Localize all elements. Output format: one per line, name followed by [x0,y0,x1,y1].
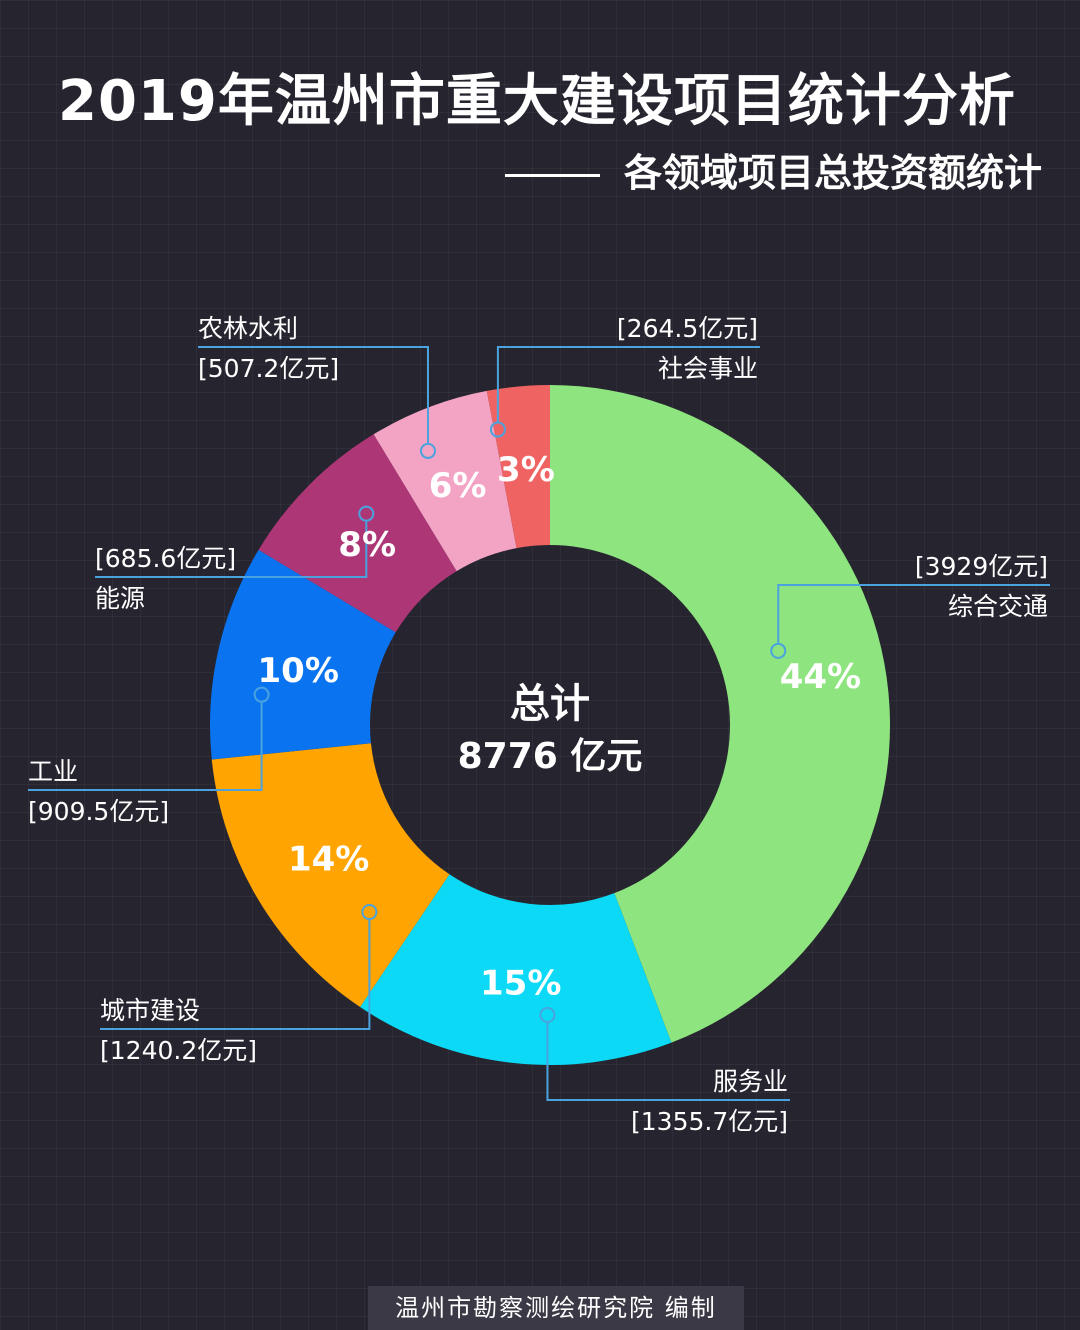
slice-2-arc [360,874,672,1065]
slice-5-value: [685.6亿元] [95,544,236,573]
slice-4-arc [209,549,396,760]
slice-7-percent: 3% [497,450,555,490]
slice-6-leader [198,346,429,443]
slice-3-arc [211,743,450,1007]
slice-4-value: [909.5亿元] [28,797,169,826]
leader-lines [28,346,1050,1101]
slice-5-leader-dot [358,505,375,522]
center-label: 总计 [510,681,590,727]
donut-slices [209,385,890,1065]
slice-5-leader [95,521,368,578]
slice-1-arc [550,385,890,1043]
slice-4-percent: 10% [258,651,339,691]
slice-2-leader-dot [539,1006,556,1023]
slice-7-leader [496,346,760,422]
slice-4-leader [28,702,263,791]
slice-2-percent: 15% [480,963,561,1003]
slice-4-leader-dot [253,686,270,703]
slice-5-name: 能源 [95,584,145,613]
slice-3-percent: 14% [288,840,369,880]
subtitle-text: 各领域项目总投资额统计 [623,151,1042,195]
slice-5-percent: 8% [338,525,396,565]
slice-labels: 44% [3929亿元] 综合交通 15% 服务业 [1355.7亿元] 14% 城市建设 [1… [28,314,1048,1136]
slice-3-leader-dot [361,904,378,921]
slice-6-name: 农林水利 [198,314,298,343]
slice-3-value: [1240.2亿元] [100,1036,257,1065]
page-subtitle: 各领域项目总投资额统计 [504,142,1042,197]
slice-6-arc [373,390,517,572]
slice-2-name: 服务业 [713,1067,788,1096]
slice-7-leader-dot [489,421,506,438]
slice-1-value: [3929亿元] [915,552,1048,581]
slice-5-arc [258,434,457,633]
slice-3-leader [100,920,371,1030]
slice-2-leader [546,1022,790,1101]
slice-6-percent: 6% [429,466,487,506]
slice-6-value: [507.2亿元] [198,354,339,383]
slice-4-name: 工业 [28,757,78,786]
slice-1-name: 综合交通 [948,592,1048,621]
slice-1-leader [777,584,1050,643]
slice-6-leader-dot [419,442,436,459]
subtitle-dash [504,174,600,177]
footer-credit: 温州市勘察测绘研究院 编制 [368,1286,744,1330]
page-title: 2019年温州市重大建设项目统计分析 [58,69,1016,134]
slice-3-name: 城市建设 [100,996,200,1025]
donut-chart: 44% [3929亿元] 综合交通 15% 服务业 [1355.7亿元] 14% 城市建设 [1… [28,314,1050,1136]
center-total: 8776 亿元 [458,736,643,777]
slice-1-leader-dot [770,642,787,659]
slice-1-percent: 44% [780,657,861,697]
slice-2-value: [1355.7亿元] [631,1107,788,1136]
slice-7-value: [264.5亿元] [617,314,758,343]
slice-7-name: 社会事业 [658,354,758,383]
